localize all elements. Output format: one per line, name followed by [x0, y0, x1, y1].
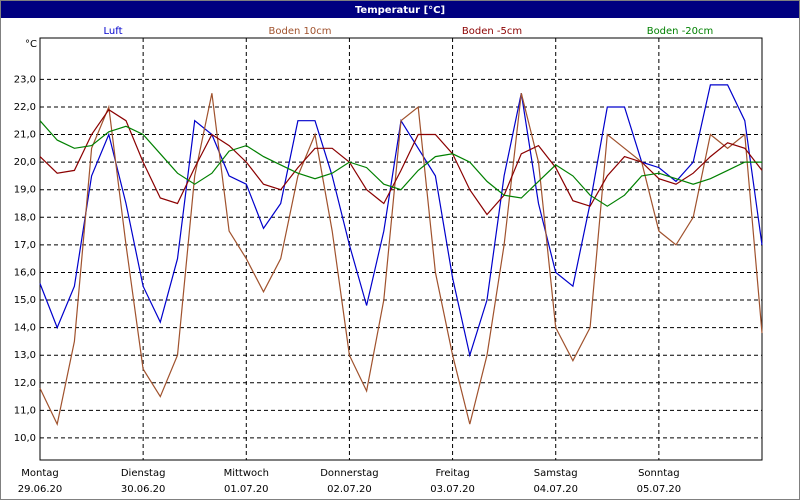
x-day-label: Mittwoch: [224, 468, 269, 479]
series-line: [39, 108, 763, 216]
x-date-label: 01.07.20: [224, 484, 269, 495]
y-tick-label: 12,0: [14, 378, 36, 389]
y-tick-label: 16,0: [14, 267, 36, 278]
x-day-label: Samstag: [534, 468, 578, 479]
x-day-label: Freitag: [435, 468, 469, 479]
y-tick-label: 13,0: [14, 350, 36, 361]
legend-label: Luft: [104, 26, 123, 37]
x-day-label: Dienstag: [121, 468, 166, 479]
y-tick-label: 11,0: [14, 405, 36, 416]
y-tick-label: 15,0: [14, 295, 36, 306]
x-date-label: 05.07.20: [637, 484, 682, 495]
plot-frame: [39, 37, 763, 461]
x-day-label: Montag: [21, 468, 58, 479]
y-tick-label: 14,0: [14, 323, 36, 334]
series-line: [39, 120, 762, 207]
y-tick-label: 18,0: [14, 212, 36, 223]
x-date-label: 30.06.20: [121, 484, 166, 495]
legend-label: Boden -5cm: [462, 26, 522, 37]
legend-label: Boden -20cm: [647, 26, 714, 37]
y-tick-label: 17,0: [14, 240, 36, 251]
legend-label: Boden 10cm: [269, 26, 332, 37]
x-day-label: Donnerstag: [320, 468, 378, 479]
y-tick-label: 23,0: [14, 74, 36, 85]
x-date-label: 29.06.20: [18, 484, 63, 495]
y-tick-label: 20,0: [14, 157, 36, 168]
y-tick-label: 10,0: [14, 433, 36, 444]
x-date-label: 02.07.20: [327, 484, 372, 495]
title-bar: [1, 1, 799, 18]
chart-title: Temperatur [°C]: [355, 5, 445, 16]
y-tick-label: 21,0: [14, 130, 36, 141]
x-date-label: 04.07.20: [533, 484, 578, 495]
y-unit: °C: [25, 39, 37, 50]
y-tick-label: 19,0: [14, 185, 36, 196]
x-day-label: Sonntag: [638, 468, 680, 479]
x-date-label: 03.07.20: [430, 484, 475, 495]
y-tick-label: 22,0: [14, 102, 36, 113]
